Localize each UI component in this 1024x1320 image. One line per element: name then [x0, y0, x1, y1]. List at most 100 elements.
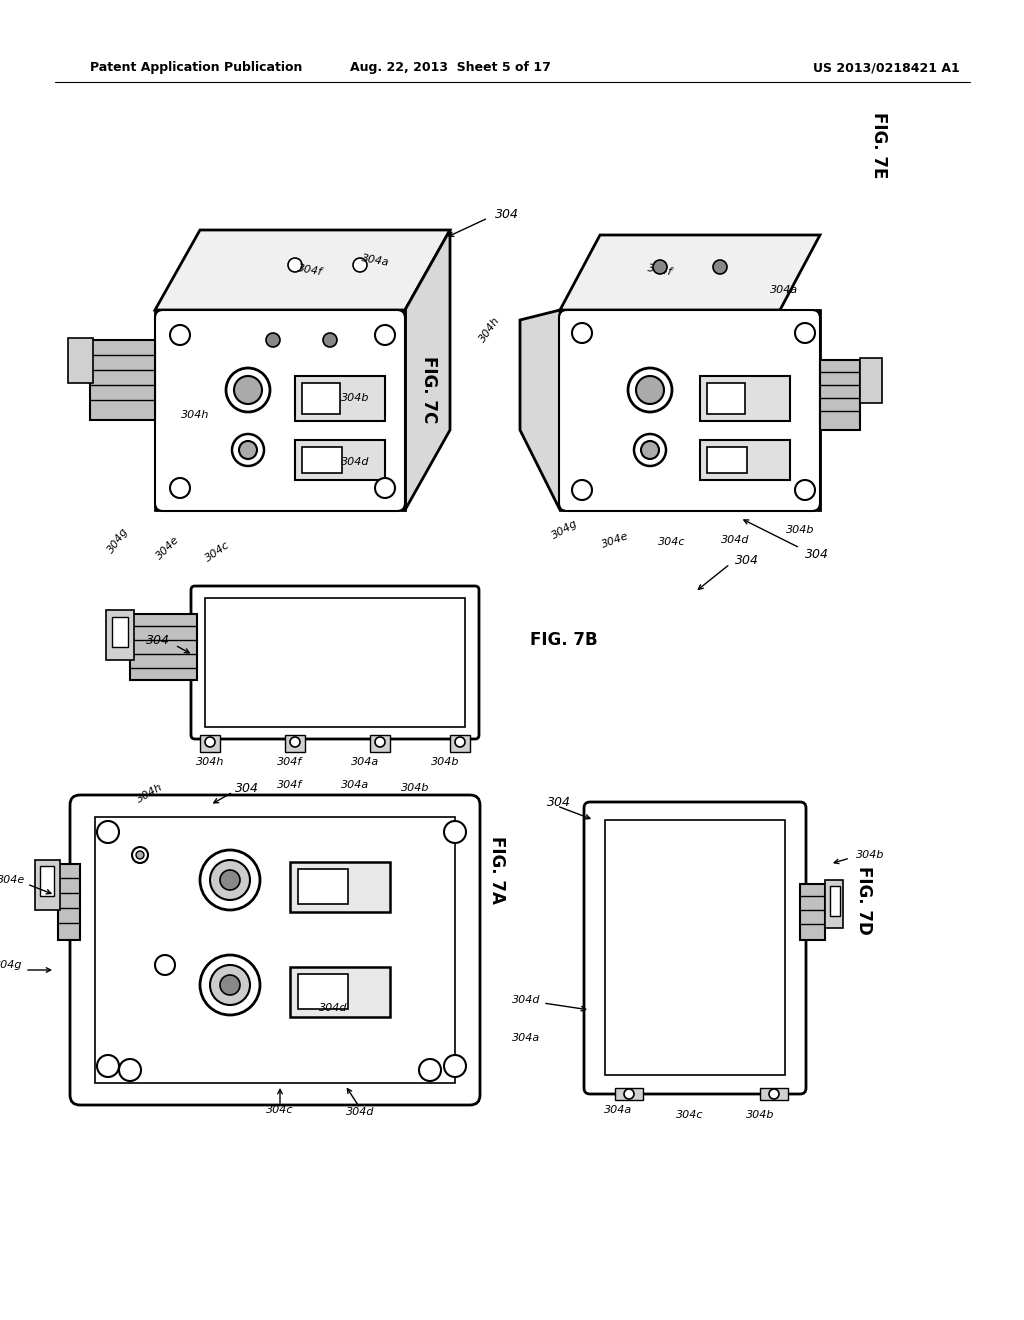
Text: 304f: 304f — [297, 263, 324, 277]
Text: 304: 304 — [547, 796, 571, 808]
FancyBboxPatch shape — [112, 616, 128, 647]
Text: 304b: 304b — [745, 1110, 774, 1119]
Text: FIG. 7E: FIG. 7E — [870, 112, 888, 178]
FancyBboxPatch shape — [584, 803, 806, 1094]
Circle shape — [226, 368, 270, 412]
Polygon shape — [58, 865, 80, 940]
Circle shape — [572, 480, 592, 500]
Circle shape — [375, 478, 395, 498]
Circle shape — [636, 376, 664, 404]
Text: 304c: 304c — [204, 540, 232, 564]
Circle shape — [641, 441, 659, 459]
Circle shape — [200, 850, 260, 909]
Text: 304a: 304a — [604, 1105, 632, 1115]
Polygon shape — [560, 310, 820, 510]
Circle shape — [769, 1089, 779, 1100]
Text: 304g: 304g — [550, 519, 580, 541]
Text: 304d: 304d — [721, 535, 750, 545]
Text: 304h: 304h — [181, 411, 209, 420]
Text: 304b: 304b — [856, 850, 885, 861]
FancyBboxPatch shape — [191, 586, 479, 739]
FancyBboxPatch shape — [830, 886, 840, 916]
Circle shape — [795, 480, 815, 500]
Text: 304c: 304c — [658, 537, 686, 546]
Text: 304e: 304e — [155, 535, 181, 561]
Text: FIG. 7B: FIG. 7B — [530, 631, 598, 649]
Text: 304g: 304g — [0, 960, 22, 970]
Polygon shape — [285, 735, 305, 752]
FancyBboxPatch shape — [290, 968, 390, 1016]
FancyBboxPatch shape — [860, 358, 882, 403]
Polygon shape — [406, 230, 450, 510]
Text: FIG. 7D: FIG. 7D — [855, 866, 873, 935]
FancyBboxPatch shape — [205, 598, 465, 727]
Circle shape — [170, 325, 190, 345]
Text: 304a: 304a — [341, 780, 369, 789]
Text: 304h: 304h — [196, 756, 224, 767]
Text: 304a: 304a — [351, 756, 379, 767]
Circle shape — [266, 333, 280, 347]
Circle shape — [232, 434, 264, 466]
Circle shape — [572, 323, 592, 343]
Circle shape — [444, 821, 466, 843]
Text: FIG. 7A: FIG. 7A — [488, 836, 506, 904]
Circle shape — [375, 737, 385, 747]
FancyBboxPatch shape — [295, 440, 385, 480]
Circle shape — [220, 975, 240, 995]
Polygon shape — [155, 310, 406, 510]
FancyBboxPatch shape — [68, 338, 93, 383]
Circle shape — [132, 847, 148, 863]
Circle shape — [444, 1055, 466, 1077]
Text: 304b: 304b — [341, 393, 370, 403]
Text: 304b: 304b — [785, 525, 814, 535]
Polygon shape — [90, 341, 155, 420]
Polygon shape — [560, 235, 820, 310]
Polygon shape — [130, 614, 197, 680]
FancyBboxPatch shape — [605, 820, 785, 1074]
FancyBboxPatch shape — [40, 866, 54, 896]
FancyBboxPatch shape — [95, 817, 455, 1082]
Text: 304h: 304h — [135, 781, 165, 804]
Text: 304c: 304c — [266, 1105, 294, 1115]
Circle shape — [155, 954, 175, 975]
Text: 304: 304 — [146, 634, 170, 647]
Circle shape — [210, 861, 250, 900]
Circle shape — [288, 257, 302, 272]
Text: 304e: 304e — [0, 875, 25, 884]
FancyBboxPatch shape — [707, 447, 746, 473]
Circle shape — [234, 376, 262, 404]
FancyBboxPatch shape — [707, 383, 745, 414]
Circle shape — [323, 333, 337, 347]
Circle shape — [97, 821, 119, 843]
Circle shape — [290, 737, 300, 747]
Circle shape — [795, 323, 815, 343]
Text: 304d: 304d — [341, 457, 370, 467]
Circle shape — [455, 737, 465, 747]
Text: 304f: 304f — [278, 756, 303, 767]
Text: 304: 304 — [735, 553, 759, 566]
Text: 304: 304 — [805, 549, 829, 561]
Text: 304d: 304d — [512, 995, 540, 1005]
Text: Aug. 22, 2013  Sheet 5 of 17: Aug. 22, 2013 Sheet 5 of 17 — [349, 62, 551, 74]
Polygon shape — [520, 310, 560, 510]
Polygon shape — [155, 230, 450, 310]
FancyBboxPatch shape — [295, 376, 385, 421]
Polygon shape — [615, 1088, 643, 1100]
Text: 304e: 304e — [600, 531, 630, 549]
Text: Patent Application Publication: Patent Application Publication — [90, 62, 302, 74]
Text: 304: 304 — [495, 209, 519, 222]
Polygon shape — [820, 360, 860, 430]
Text: 304b: 304b — [431, 756, 459, 767]
Circle shape — [628, 368, 672, 412]
Text: 304c: 304c — [676, 1110, 703, 1119]
Text: US 2013/0218421 A1: US 2013/0218421 A1 — [813, 62, 961, 74]
FancyBboxPatch shape — [302, 447, 342, 473]
FancyBboxPatch shape — [700, 376, 790, 421]
Circle shape — [375, 325, 395, 345]
Circle shape — [97, 1055, 119, 1077]
Polygon shape — [450, 735, 470, 752]
Circle shape — [634, 434, 666, 466]
Circle shape — [200, 954, 260, 1015]
Text: 304d: 304d — [318, 1003, 347, 1012]
Circle shape — [220, 870, 240, 890]
